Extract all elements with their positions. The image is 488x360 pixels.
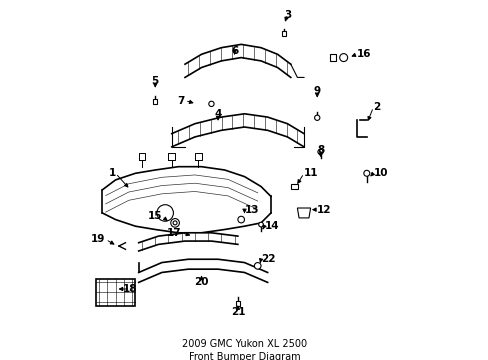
Circle shape [317,149,323,154]
Bar [96,279,135,306]
Text: 2009 GMC Yukon XL 2500: 2009 GMC Yukon XL 2500 [182,339,306,348]
Bar [290,184,298,189]
Text: 17: 17 [167,228,182,238]
Text: 20: 20 [194,278,208,287]
Bar [330,54,336,61]
Text: 22: 22 [261,254,275,264]
Text: 13: 13 [244,205,259,215]
Circle shape [363,170,369,176]
Text: 7: 7 [177,95,184,105]
Bar [282,31,285,36]
Bar [153,99,157,104]
Text: 12: 12 [317,205,331,215]
Text: 21: 21 [230,307,244,317]
Circle shape [157,205,173,221]
Circle shape [170,219,179,227]
Text: 10: 10 [373,168,387,178]
Text: 3: 3 [283,10,290,19]
Text: 18: 18 [123,284,138,294]
Text: 14: 14 [264,221,278,231]
Circle shape [339,54,347,62]
Text: 4: 4 [214,109,221,119]
Text: 16: 16 [356,49,371,59]
Polygon shape [297,208,310,218]
Text: 1: 1 [108,168,115,178]
Circle shape [258,222,263,227]
Text: 8: 8 [316,145,324,155]
Text: Front Bumper Diagram: Front Bumper Diagram [188,352,300,360]
Text: 11: 11 [304,168,318,178]
Text: 6: 6 [230,46,238,56]
Circle shape [237,216,244,223]
Circle shape [254,262,261,269]
Text: 9: 9 [313,86,320,96]
Text: 5: 5 [151,76,159,86]
Text: 2: 2 [373,102,380,112]
Text: 15: 15 [147,211,162,221]
Text: 19: 19 [91,234,105,244]
Circle shape [208,101,214,107]
Circle shape [314,115,319,120]
Bar [235,301,240,306]
Circle shape [173,221,177,225]
